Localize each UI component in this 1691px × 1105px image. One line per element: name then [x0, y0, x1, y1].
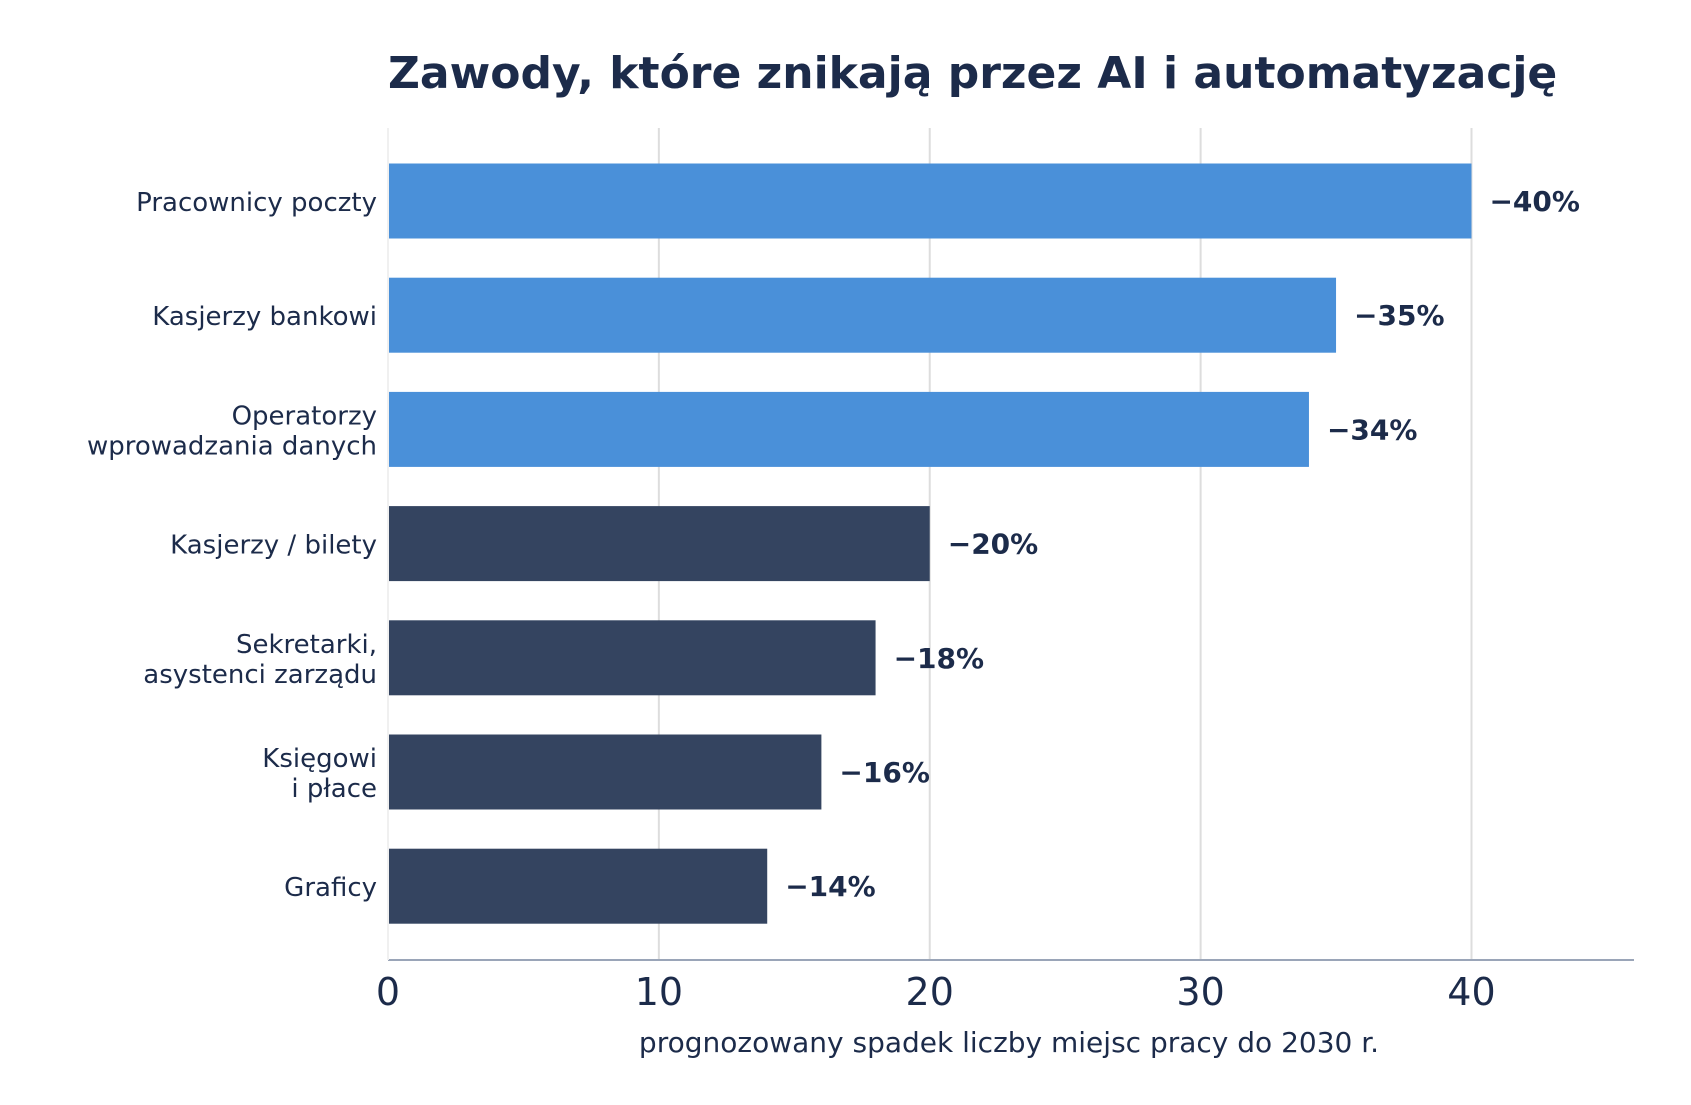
category-label-line: Pracownicy poczty [136, 188, 377, 218]
x-tick-label: 20 [906, 970, 954, 1014]
x-axis-label: prognozowany spadek liczby miejsc pracy … [639, 1026, 1379, 1059]
category-label: Kasjerzy bankowi [152, 302, 377, 332]
category-label-line: wprowadzania danych [87, 431, 377, 461]
category-labels: Pracownicy poczty Kasjerzy bankowi Operato… [87, 188, 377, 903]
value-labels: −40% −35% −34% −20% −18% −16% −14% [785, 185, 1580, 903]
bar [388, 277, 1337, 353]
category-label: Pracownicy poczty [136, 188, 377, 218]
x-tick-label: 30 [1176, 970, 1224, 1014]
x-axis: 0 10 20 30 40 [376, 128, 1634, 1014]
category-label-line: Sekretarki, [236, 630, 377, 660]
category-label: Kasjerzy / bilety [170, 531, 377, 561]
bar [388, 848, 768, 924]
bar [388, 391, 1309, 467]
bar-value-label: −34% [1327, 413, 1417, 446]
x-tick-label: 0 [376, 970, 400, 1014]
category-label: Graficy [284, 873, 377, 903]
category-label: Sekretarki, asystenci zarządu [143, 630, 377, 690]
bar [388, 163, 1472, 239]
category-label-line: Księgowi [262, 744, 377, 774]
category-label-line: Operatorzy [232, 401, 377, 431]
category-label: Operatorzy wprowadzania danych [87, 401, 377, 461]
category-label-line: i płace [291, 774, 377, 804]
chart-title: Zawody, które znikają przez AI i automat… [388, 48, 1557, 99]
bar [388, 734, 822, 810]
category-label-line: Graficy [284, 873, 377, 903]
category-label: Księgowi i płace [262, 744, 377, 804]
bar-value-label: −40% [1489, 185, 1579, 218]
category-label-line: Kasjerzy / bilety [170, 531, 377, 561]
x-tick-label: 40 [1447, 970, 1495, 1014]
bar-value-label: −18% [894, 642, 984, 675]
bar [388, 620, 876, 696]
category-label-line: Kasjerzy bankowi [152, 302, 377, 332]
bar-value-label: −14% [785, 870, 875, 903]
category-label-line: asystenci zarządu [143, 660, 377, 690]
bar-value-label: −35% [1354, 299, 1444, 332]
bars [388, 163, 1472, 924]
bar-value-label: −20% [948, 528, 1038, 561]
bar [388, 506, 930, 582]
bar-value-label: −16% [839, 756, 929, 789]
x-tick-label: 10 [635, 970, 683, 1014]
